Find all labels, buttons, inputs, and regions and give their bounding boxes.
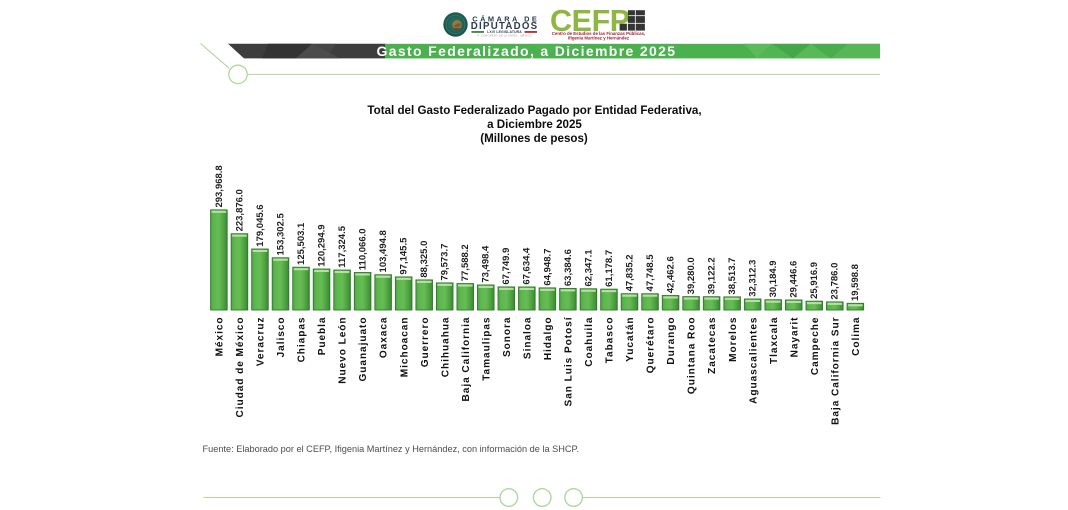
svg-text:Tlaxcala: Tlaxcala [769,317,780,364]
svg-text:Veracruz: Veracruz [256,317,267,367]
svg-text:117,324.5: 117,324.5 [337,225,348,267]
svg-text:Ifigenia Martínez y Hernández: Ifigenia Martínez y Hernández [568,36,630,41]
svg-text:Gasto Federalizado, a Diciembr: Gasto Federalizado, a Diciembre 2025 [377,43,677,59]
svg-text:97,145.5: 97,145.5 [399,237,410,275]
svg-text:Fuente: Elaborado por el CEFP,: Fuente: Elaborado por el CEFP, Ifigenia … [203,444,580,454]
svg-text:México: México [215,317,226,357]
svg-text:Total del Gasto Federalizado P: Total del Gasto Federalizado Pagado por … [367,104,701,117]
svg-text:Michoacan: Michoacan [399,317,410,378]
svg-text:67,634.4: 67,634.4 [522,247,533,285]
svg-text:a Diciembre 2025: a Diciembre 2025 [487,118,582,131]
svg-text:Tamaulipas: Tamaulipas [481,317,492,381]
svg-text:H. CONGRESO DE LA UNIÓN · MÉXI: H. CONGRESO DE LA UNIÓN · MÉXICO [477,32,532,37]
svg-text:Baja California: Baja California [461,317,472,402]
svg-text:110,066.0: 110,066.0 [358,228,369,270]
svg-text:Ciudad de México: Ciudad de México [235,317,246,418]
svg-text:Coahuila: Coahuila [584,317,595,367]
svg-text:Sonora: Sonora [502,317,513,357]
svg-text:38,513.7: 38,513.7 [727,258,738,295]
svg-text:62,347.1: 62,347.1 [583,249,594,287]
svg-text:67,749.9: 67,749.9 [501,248,512,285]
svg-text:223,876.0: 223,876.0 [234,189,245,231]
svg-text:30,184.9: 30,184.9 [768,260,779,297]
svg-text:(Millones de pesos): (Millones de pesos) [480,132,588,145]
svg-text:Morelos: Morelos [728,317,739,362]
svg-text:Nayarit: Nayarit [789,317,800,358]
svg-text:77,588.2: 77,588.2 [460,244,471,281]
svg-text:Oaxaca: Oaxaca [379,317,390,359]
svg-text:153,302.5: 153,302.5 [275,212,286,255]
svg-text:Yucatán: Yucatán [625,317,636,362]
svg-text:47,748.5: 47,748.5 [645,254,656,292]
svg-text:19,598.8: 19,598.8 [850,264,861,301]
svg-text:Baja California Sur: Baja California Sur [830,317,841,425]
svg-text:CÁMARA DE: CÁMARA DE [472,14,539,23]
svg-text:32,312.3: 32,312.3 [748,260,759,297]
svg-text:88,325.0: 88,325.0 [419,241,430,278]
svg-text:Puebla: Puebla [317,317,328,356]
svg-text:Guerrero: Guerrero [420,317,431,368]
svg-text:Jalisco: Jalisco [276,317,287,358]
svg-text:39,280.0: 39,280.0 [686,257,697,294]
svg-text:103,494.8: 103,494.8 [378,230,389,272]
svg-text:47,835.2: 47,835.2 [624,254,635,291]
svg-text:Tabasco: Tabasco [605,317,616,364]
svg-text:CEFP: CEFP [550,4,630,38]
svg-text:64,948.7: 64,948.7 [542,249,553,286]
svg-text:San Luis Potosí: San Luis Potosí [564,316,575,406]
svg-text:Centro de Estudios de las Fina: Centro de Estudios de las Finanzas Públi… [552,31,645,36]
svg-text:42,462.6: 42,462.6 [665,256,676,293]
svg-text:Durango: Durango [666,317,677,365]
svg-text:DIPUTADOS: DIPUTADOS [471,21,539,32]
svg-text:125,503.1: 125,503.1 [296,222,307,265]
svg-text:Chiapas: Chiapas [297,317,308,363]
svg-text:Chihuahua: Chihuahua [440,317,451,378]
svg-text:61,178.7: 61,178.7 [604,250,615,287]
svg-text:293,968.8: 293,968.8 [214,165,225,207]
svg-text:Guanajuato: Guanajuato [358,317,369,382]
svg-text:Sinaloa: Sinaloa [522,317,533,360]
svg-text:63,384.6: 63,384.6 [563,249,574,286]
svg-text:Hidalgo: Hidalgo [543,317,554,361]
svg-text:73,498.4: 73,498.4 [481,245,492,283]
svg-text:Zacatecas: Zacatecas [707,317,718,374]
svg-text:Nuevo León: Nuevo León [338,317,349,384]
svg-text:Campeche: Campeche [810,317,821,376]
svg-text:Querétaro: Querétaro [646,317,657,374]
svg-text:Quintana Roo: Quintana Roo [687,317,698,395]
svg-text:LXVI LEGISLATURA: LXVI LEGISLATURA [487,30,522,34]
svg-text:179,045.6: 179,045.6 [255,204,266,246]
svg-text:Colima: Colima [851,317,862,356]
svg-text:79,573.7: 79,573.7 [440,244,451,281]
svg-text:25,916.9: 25,916.9 [809,262,820,299]
svg-text:39,122.2: 39,122.2 [707,257,718,294]
svg-text:23,786.0: 23,786.0 [830,263,841,300]
svg-text:120,294.9: 120,294.9 [316,224,327,266]
svg-text:Aguascalientes: Aguascalientes [748,317,759,404]
svg-text:29,446.6: 29,446.6 [789,261,800,298]
